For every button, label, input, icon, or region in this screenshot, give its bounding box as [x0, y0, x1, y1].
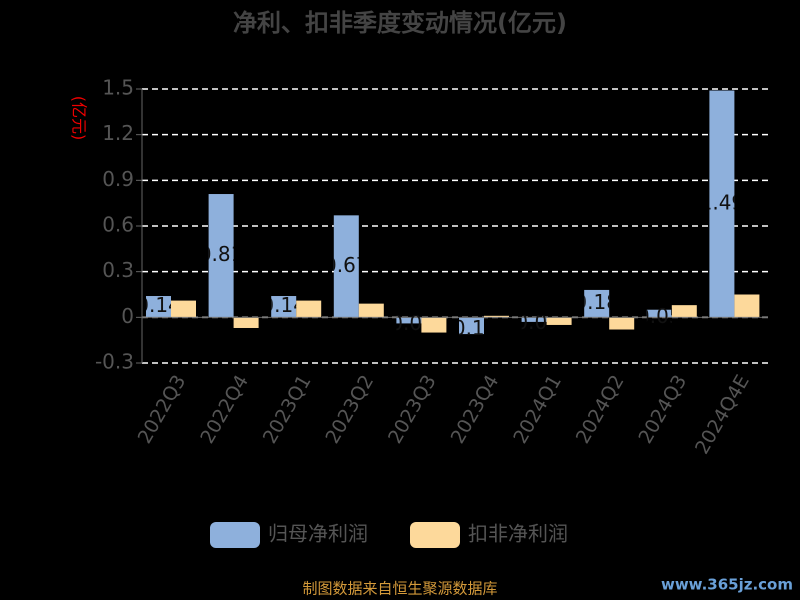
y-tick-label: 0.6	[102, 213, 134, 237]
y-tick-label: 0	[121, 304, 134, 328]
x-tick-label: 2022Q4	[196, 371, 253, 447]
bar	[333, 215, 359, 318]
legend-swatch	[210, 522, 260, 548]
data-label: 0.81	[199, 242, 244, 266]
x-tick-label: 2023Q2	[321, 371, 378, 447]
bar	[734, 294, 760, 318]
legend-label: 扣非净利润	[468, 522, 568, 546]
data-label: -0.11	[446, 316, 498, 340]
data-label: 0.14	[136, 293, 181, 317]
legend-label: 归母净利润	[268, 522, 368, 546]
source: 制图数据来自恒生聚源数据库	[302, 580, 497, 598]
data-label: 0.05	[637, 304, 682, 328]
bar	[296, 300, 322, 318]
data-label: -0.04	[383, 311, 435, 335]
bar	[584, 289, 610, 318]
data-label: 1.49	[700, 190, 745, 214]
bar	[208, 194, 234, 318]
x-tick-label: 2023Q3	[384, 371, 441, 447]
data-label: 0.18	[574, 290, 619, 314]
data-label: 0.14	[261, 293, 306, 317]
bar	[396, 317, 422, 324]
bar	[709, 90, 735, 318]
y-axis-label: (亿元)	[70, 96, 89, 141]
bar	[546, 317, 572, 325]
x-tick-label: 2024Q3	[634, 371, 691, 447]
x-tick-label: 2024Q1	[509, 371, 566, 447]
chart-title: 净利、扣非季度变动情况(亿元)	[233, 9, 567, 37]
bar	[459, 317, 484, 335]
bar	[484, 315, 509, 318]
y-tick-label: 0.3	[102, 258, 134, 282]
y-tick-label: 1.5	[102, 76, 134, 100]
bar	[671, 305, 697, 318]
bar	[171, 300, 196, 318]
bar	[271, 296, 297, 318]
y-tick-label: 1.2	[102, 121, 134, 145]
y-tick-label: 0.9	[102, 167, 134, 191]
x-tick-label: 2023Q4	[447, 371, 504, 447]
watermark: www.365jz.com	[661, 576, 793, 594]
data-label: -0.03	[508, 310, 560, 334]
bar	[146, 296, 171, 318]
bar	[521, 317, 547, 322]
data-label: 0.67	[324, 253, 369, 277]
x-tick-label: 2024Q2	[572, 371, 629, 447]
x-tick-label: 2024Q4E	[691, 371, 754, 458]
x-tick-label: 2023Q1	[259, 371, 316, 447]
bar	[233, 317, 259, 328]
bar	[358, 303, 384, 318]
bar	[609, 317, 635, 330]
bar	[421, 317, 447, 333]
y-tick-label: -0.3	[95, 350, 134, 374]
bar	[646, 309, 672, 318]
legend-swatch	[410, 522, 460, 548]
x-tick-label: 2022Q3	[134, 371, 191, 447]
